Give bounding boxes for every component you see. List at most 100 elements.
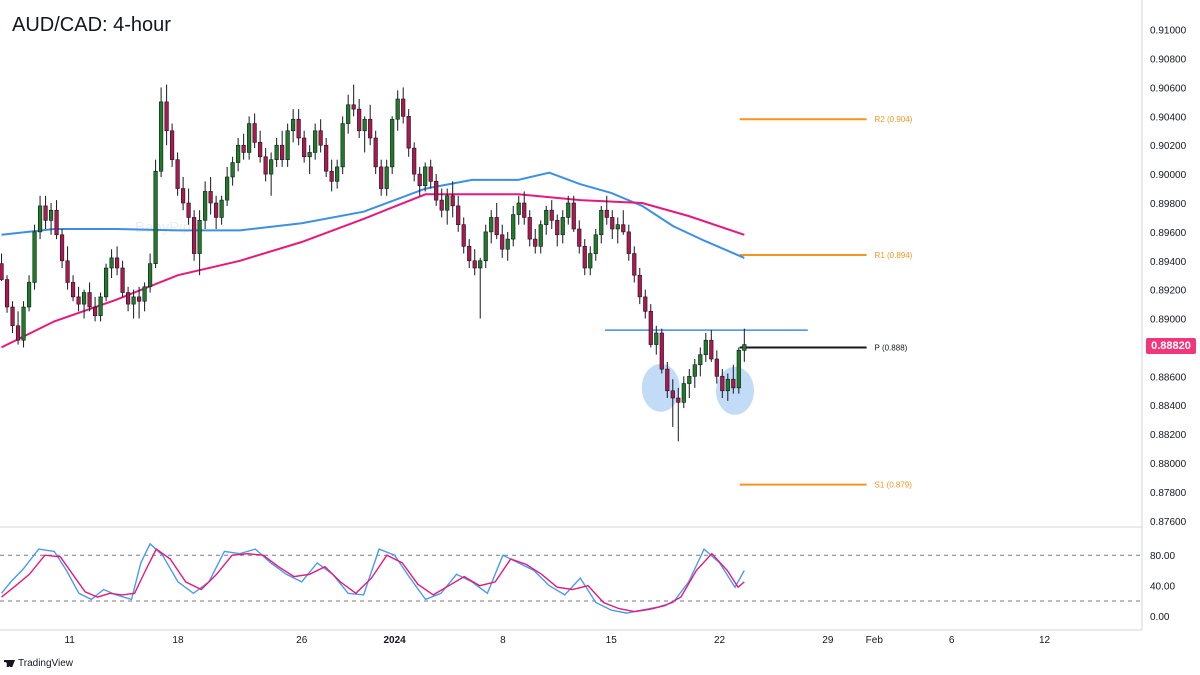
candle bbox=[10, 306, 15, 327]
candle bbox=[59, 234, 65, 262]
candle bbox=[533, 238, 538, 247]
candle bbox=[346, 104, 351, 124]
candle bbox=[665, 368, 670, 392]
candle bbox=[258, 142, 263, 158]
candle bbox=[159, 101, 164, 172]
date-tick-label: 11 bbox=[64, 635, 75, 646]
price-tick-label: 0.88200 bbox=[1150, 430, 1187, 441]
candle bbox=[555, 220, 560, 236]
candle bbox=[324, 144, 329, 172]
candle bbox=[593, 234, 598, 254]
candle bbox=[296, 118, 301, 139]
osc-tick-label: 40.00 bbox=[1150, 582, 1175, 593]
candle bbox=[571, 202, 576, 230]
date-tick-label: 29 bbox=[822, 635, 834, 646]
chart-title: AUD/CAD: 4-hour bbox=[12, 14, 171, 36]
candle bbox=[544, 209, 549, 225]
candle bbox=[225, 176, 230, 201]
candle bbox=[549, 209, 554, 221]
candle bbox=[103, 267, 109, 298]
candle bbox=[21, 306, 26, 341]
candle bbox=[214, 202, 219, 218]
price-tick-label: 0.87600 bbox=[1150, 517, 1187, 528]
watermark-text: BabyPips bbox=[135, 219, 198, 236]
candle bbox=[522, 202, 527, 218]
price-tick-label: 0.91000 bbox=[1150, 26, 1187, 37]
tradingview-logo[interactable]: TradingView bbox=[4, 658, 73, 669]
candle bbox=[709, 339, 714, 360]
date-tick-label: 18 bbox=[172, 635, 184, 646]
candle bbox=[725, 378, 730, 392]
candle bbox=[384, 166, 389, 189]
candle bbox=[131, 296, 136, 305]
price-tick-label: 0.90600 bbox=[1150, 83, 1187, 94]
candle bbox=[87, 292, 92, 308]
candle bbox=[120, 267, 125, 293]
date-tick-label: 6 bbox=[949, 635, 955, 646]
candle bbox=[170, 130, 175, 160]
candle bbox=[615, 224, 620, 230]
candle bbox=[692, 364, 697, 377]
osc-tick-label: 0.00 bbox=[1150, 612, 1170, 623]
candle bbox=[236, 144, 241, 163]
pivot-label: S1 (0.879) bbox=[875, 481, 913, 490]
tradingview-icon bbox=[4, 660, 15, 667]
candle bbox=[269, 159, 274, 175]
candle bbox=[362, 118, 367, 132]
candle bbox=[610, 217, 615, 230]
candle bbox=[368, 118, 373, 139]
price-tick-label: 0.88400 bbox=[1150, 401, 1187, 412]
candle bbox=[434, 181, 439, 201]
price-tick-label: 0.89400 bbox=[1150, 257, 1187, 268]
candle bbox=[32, 231, 37, 283]
candle bbox=[395, 98, 400, 120]
candle bbox=[379, 166, 384, 189]
candle bbox=[285, 130, 290, 160]
price-tick-label: 0.87800 bbox=[1150, 488, 1187, 499]
candle bbox=[676, 397, 681, 403]
date-tick-label: 15 bbox=[606, 635, 618, 646]
candle bbox=[15, 325, 21, 341]
candle bbox=[137, 296, 142, 302]
candle bbox=[703, 339, 708, 355]
double-bottom-highlight bbox=[716, 366, 755, 415]
candle bbox=[698, 354, 703, 366]
candle bbox=[643, 296, 648, 312]
candle bbox=[412, 147, 417, 175]
candle bbox=[274, 144, 279, 160]
candle bbox=[577, 228, 582, 247]
candle bbox=[731, 378, 736, 389]
candle bbox=[439, 199, 444, 211]
candle bbox=[54, 209, 59, 236]
candle bbox=[472, 260, 477, 269]
candle bbox=[687, 376, 692, 384]
candle bbox=[291, 118, 296, 132]
candle bbox=[450, 195, 455, 207]
candle bbox=[302, 137, 307, 158]
candle bbox=[621, 224, 626, 233]
candle bbox=[263, 156, 268, 175]
date-tick-label: 26 bbox=[296, 635, 308, 646]
candle bbox=[65, 260, 70, 283]
date-tick-label: 8 bbox=[500, 635, 506, 646]
price-tick-label: 0.88000 bbox=[1150, 459, 1187, 470]
candle bbox=[98, 296, 103, 316]
candle bbox=[373, 137, 378, 168]
candle bbox=[4, 279, 10, 308]
candle bbox=[390, 118, 395, 168]
candle bbox=[406, 116, 411, 149]
candle bbox=[241, 144, 246, 153]
candle bbox=[500, 234, 505, 250]
candle bbox=[148, 263, 153, 288]
candle bbox=[48, 209, 54, 221]
candle bbox=[219, 199, 224, 218]
candle bbox=[26, 282, 32, 308]
candle bbox=[142, 286, 147, 302]
candle bbox=[742, 344, 747, 351]
price-tick-label: 0.88600 bbox=[1150, 372, 1187, 383]
candle bbox=[527, 217, 532, 240]
candle bbox=[186, 202, 191, 218]
candle bbox=[153, 170, 158, 264]
candle bbox=[566, 202, 571, 218]
